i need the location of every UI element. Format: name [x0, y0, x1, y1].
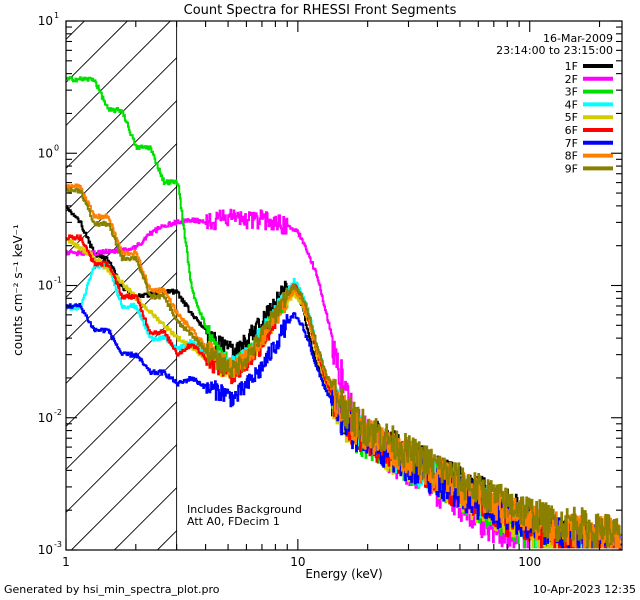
svg-text:1: 1: [54, 11, 59, 20]
svg-text:10: 10: [38, 279, 53, 293]
legend-label-7f: 7F: [565, 137, 578, 150]
x-axis-label: Energy (keV): [305, 567, 382, 581]
footer-timestamp: 10-Apr-2023 12:35: [533, 583, 636, 596]
legend-label-5f: 5F: [565, 111, 578, 124]
y-tick-label: 10 -1: [38, 276, 62, 293]
legend-label-8f: 8F: [565, 150, 578, 163]
y-tick-label: 10 1: [38, 11, 59, 28]
footer-generator: Generated by hsi_min_spectra_plot.pro: [4, 583, 220, 596]
y-tick-label: 10 -3: [38, 540, 62, 557]
observation-date: 16-Mar-2009: [543, 32, 613, 45]
legend-label-6f: 6F: [565, 124, 578, 137]
legend-label-3f: 3F: [565, 86, 578, 99]
page-title: Count Spectra for RHESSI Front Segments: [184, 3, 457, 18]
svg-text:-3: -3: [54, 540, 62, 549]
spectra-series-group: [66, 76, 622, 550]
legend-label-4f: 4F: [565, 98, 578, 111]
annotation-attenuator-state: Att A0, FDecim 1: [187, 515, 280, 528]
svg-text:10: 10: [38, 543, 53, 557]
x-tick-label: 10: [290, 555, 305, 569]
legend-label-2f: 2F: [565, 73, 578, 86]
plot-frame: [65, 20, 623, 551]
axis-ticks-group: [65, 20, 622, 551]
y-axis-label: counts cm⁻² s⁻¹ keV⁻¹: [11, 224, 25, 356]
x-tick-label: 100: [518, 555, 541, 569]
y-tick-label: 10 0: [38, 143, 59, 160]
annotation-includes-background: Includes Background: [187, 503, 302, 516]
svg-text:0: 0: [54, 143, 59, 152]
legend-label-9f: 9F: [565, 162, 578, 175]
observation-time-range: 23:14:00 to 23:15:00: [496, 44, 613, 57]
svg-text:-1: -1: [54, 276, 62, 285]
svg-text:-2: -2: [54, 408, 62, 417]
y-tick-label: 10 -2: [38, 408, 62, 425]
svg-text:10: 10: [38, 411, 53, 425]
svg-text:10: 10: [38, 146, 53, 160]
x-tick-label: 1: [62, 555, 70, 569]
svg-text:10: 10: [38, 14, 53, 28]
series-line-9f: [66, 187, 622, 549]
x-axis-tick-labels: 1 10 100: [62, 555, 541, 569]
legend-label-1f: 1F: [565, 60, 578, 73]
